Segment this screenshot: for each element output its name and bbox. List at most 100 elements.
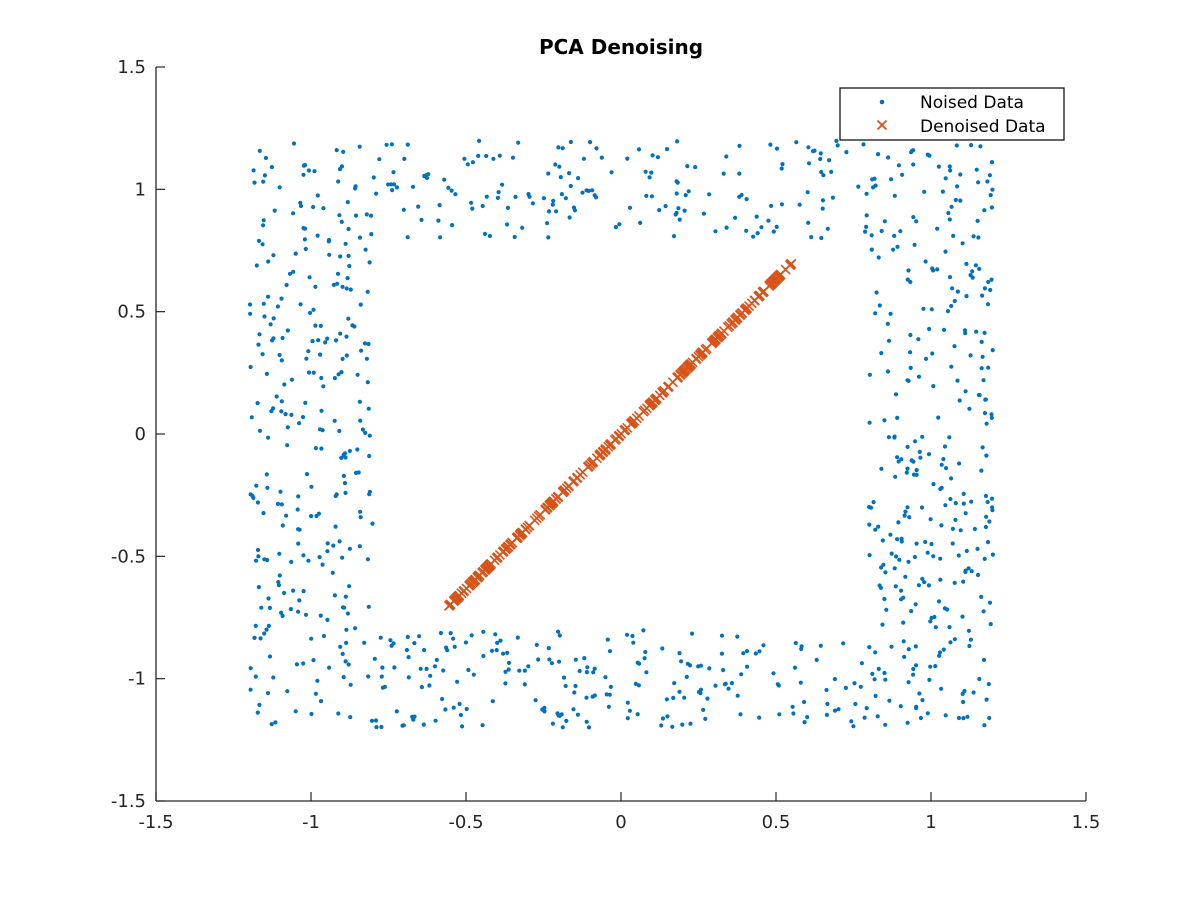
chart-title: PCA Denoising xyxy=(539,35,703,59)
noised-point xyxy=(927,326,932,332)
noised-point xyxy=(888,311,893,316)
noised-point xyxy=(936,164,942,169)
noised-point xyxy=(342,481,348,486)
noised-point xyxy=(313,284,318,289)
noised-point xyxy=(961,699,966,705)
noised-point xyxy=(590,694,595,699)
noised-point xyxy=(300,415,306,420)
noised-point xyxy=(346,226,351,232)
noised-point xyxy=(366,406,371,411)
noised-point xyxy=(726,686,731,691)
noised-point xyxy=(872,677,877,682)
denoised-point xyxy=(480,564,491,575)
noised-point xyxy=(744,228,749,233)
noised-point xyxy=(878,585,884,591)
noised-point xyxy=(363,430,368,435)
noised-point xyxy=(829,169,834,174)
noised-point xyxy=(331,282,336,287)
noised-point xyxy=(867,645,872,650)
noised-point xyxy=(364,356,369,361)
noised-point xyxy=(257,148,262,153)
noised-point xyxy=(291,269,296,274)
noised-point xyxy=(311,370,316,375)
noised-point xyxy=(973,263,979,268)
noised-point xyxy=(438,235,443,240)
noised-point xyxy=(820,206,825,211)
noised-point xyxy=(876,666,881,672)
noised-point xyxy=(541,196,547,201)
noised-point xyxy=(359,348,364,353)
noised-point xyxy=(920,434,925,439)
noised-point xyxy=(386,182,391,187)
noised-point xyxy=(546,235,551,240)
noised-point xyxy=(319,408,324,413)
noised-point xyxy=(809,235,814,240)
noised-point xyxy=(279,358,284,363)
noised-point xyxy=(977,266,982,271)
y-tick-label: -0.5 xyxy=(111,546,146,567)
noised-point xyxy=(955,289,961,294)
noised-point xyxy=(664,697,670,702)
noised-point xyxy=(906,680,911,685)
denoised-point xyxy=(498,546,509,557)
noised-point xyxy=(967,406,972,411)
noised-point xyxy=(906,647,911,652)
noised-point xyxy=(952,298,957,304)
noised-point xyxy=(864,213,869,218)
noised-point xyxy=(388,638,393,643)
noised-point xyxy=(501,651,506,656)
noised-point xyxy=(989,277,994,282)
noised-point xyxy=(278,489,283,494)
noised-point xyxy=(909,150,914,155)
noised-point xyxy=(609,170,614,175)
noised-point xyxy=(603,675,608,680)
noised-point xyxy=(497,153,502,158)
noised-point xyxy=(914,541,919,546)
noised-point xyxy=(916,337,921,342)
noised-point xyxy=(635,660,640,665)
noised-point xyxy=(949,476,954,481)
noised-point xyxy=(981,378,986,383)
noised-point xyxy=(247,302,253,307)
noised-point xyxy=(964,261,969,266)
noised-point xyxy=(961,579,966,584)
noised-point xyxy=(818,151,823,156)
noised-point xyxy=(353,186,358,191)
noised-point xyxy=(303,612,309,617)
noised-point xyxy=(365,380,370,385)
noised-point xyxy=(343,490,348,495)
denoised-point xyxy=(663,381,674,392)
noised-point xyxy=(353,213,359,218)
noised-point xyxy=(886,435,892,440)
noised-point xyxy=(774,146,780,151)
noised-point xyxy=(977,676,982,682)
noised-point xyxy=(735,634,740,639)
noised-point xyxy=(347,546,352,551)
noised-point xyxy=(984,453,989,458)
noised-point xyxy=(343,241,348,246)
denoised-point xyxy=(468,576,479,587)
noised-point xyxy=(333,493,338,499)
noised-point xyxy=(971,690,976,695)
noised-point xyxy=(941,327,947,332)
noised-point xyxy=(550,721,556,726)
denoised-point xyxy=(785,259,796,270)
noised-point xyxy=(888,532,893,537)
noised-point xyxy=(921,306,926,311)
noised-point xyxy=(505,650,510,656)
noised-point xyxy=(880,538,885,543)
noised-point xyxy=(327,665,332,670)
noised-point xyxy=(985,540,991,545)
noised-point xyxy=(547,657,552,662)
noised-point xyxy=(938,556,943,561)
noised-point xyxy=(572,208,578,213)
noised-point xyxy=(989,160,995,165)
noised-point xyxy=(560,146,565,151)
noised-point xyxy=(347,584,352,589)
noised-point xyxy=(338,331,343,336)
noised-point xyxy=(895,537,900,542)
noised-point xyxy=(419,217,424,222)
noised-point xyxy=(272,208,277,213)
noised-point xyxy=(659,723,664,728)
x-tick-label: 0 xyxy=(615,812,626,833)
